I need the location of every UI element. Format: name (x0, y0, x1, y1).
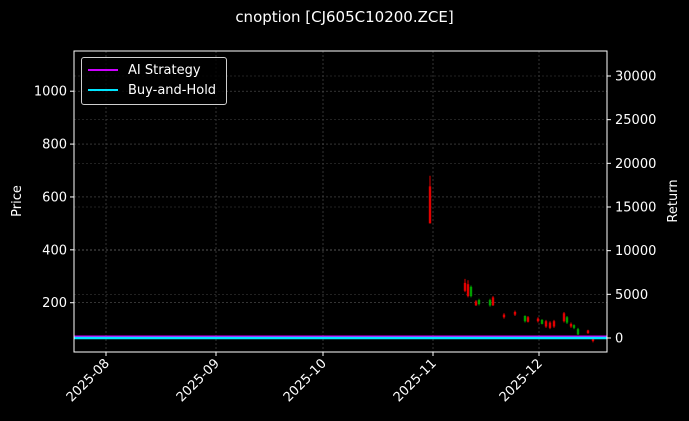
y-tick-label: 200 (42, 296, 67, 311)
y-tick-label: 800 (42, 138, 67, 153)
candle-body (536, 318, 540, 322)
candle-body (428, 186, 432, 224)
y2-axis-label: Return (666, 179, 681, 222)
y-tick-label: 400 (42, 243, 67, 258)
candle-body (523, 315, 527, 322)
chart-title: cnoption [CJ605C10200.ZCE] (235, 8, 454, 26)
candle-body (491, 297, 495, 306)
candle-body (586, 330, 590, 334)
ai-strategy-swatch (88, 68, 118, 72)
candle-body (488, 300, 492, 306)
candle-body (591, 338, 595, 342)
candle-body (565, 317, 569, 323)
x-tick-label: 2025-10 (281, 356, 330, 405)
y-tick-label: 600 (42, 190, 67, 205)
y-axis-label: Price (10, 185, 25, 217)
candle-body (463, 282, 467, 291)
candle-body (474, 301, 478, 306)
y2-tick-label: 30000 (615, 70, 656, 85)
candle-body (502, 314, 506, 318)
x-tick-label: 2025-08 (64, 356, 113, 405)
y2-tick-label: 15000 (615, 201, 656, 216)
candle-body (562, 313, 566, 322)
candle-body (466, 284, 470, 297)
candle-body (569, 323, 573, 327)
candle-body (513, 311, 517, 315)
candle-body (548, 322, 552, 328)
y-tick-label: 1000 (34, 85, 67, 100)
legend-label: AI Strategy (128, 62, 201, 78)
candle-body (576, 329, 580, 335)
candle-body (552, 321, 556, 327)
x-tick-label: 2025-09 (174, 356, 223, 405)
y2-tick-label: 25000 (615, 113, 656, 128)
y2-tick-label: 20000 (615, 157, 656, 172)
candle-body (572, 325, 576, 328)
legend: AI Strategy Buy-and-Hold (81, 57, 227, 105)
plot-frame (73, 50, 608, 353)
y2-tick-label: 10000 (615, 244, 656, 259)
candle-body (526, 317, 530, 322)
candle-body (540, 319, 544, 324)
candle-body (544, 321, 548, 327)
legend-item-ai-strategy: AI Strategy (88, 62, 201, 78)
legend-item-buy-and-hold: Buy-and-Hold (88, 82, 216, 98)
buy-and-hold-swatch (88, 88, 118, 92)
y2-tick-label: 5000 (615, 288, 648, 303)
candle-body (477, 300, 481, 305)
x-tick-label: 2025-11 (391, 356, 440, 405)
legend-label: Buy-and-Hold (128, 82, 217, 98)
y2-tick-label: 0 (615, 332, 623, 347)
candle-body (469, 286, 473, 297)
x-tick-label: 2025-12 (497, 356, 546, 405)
